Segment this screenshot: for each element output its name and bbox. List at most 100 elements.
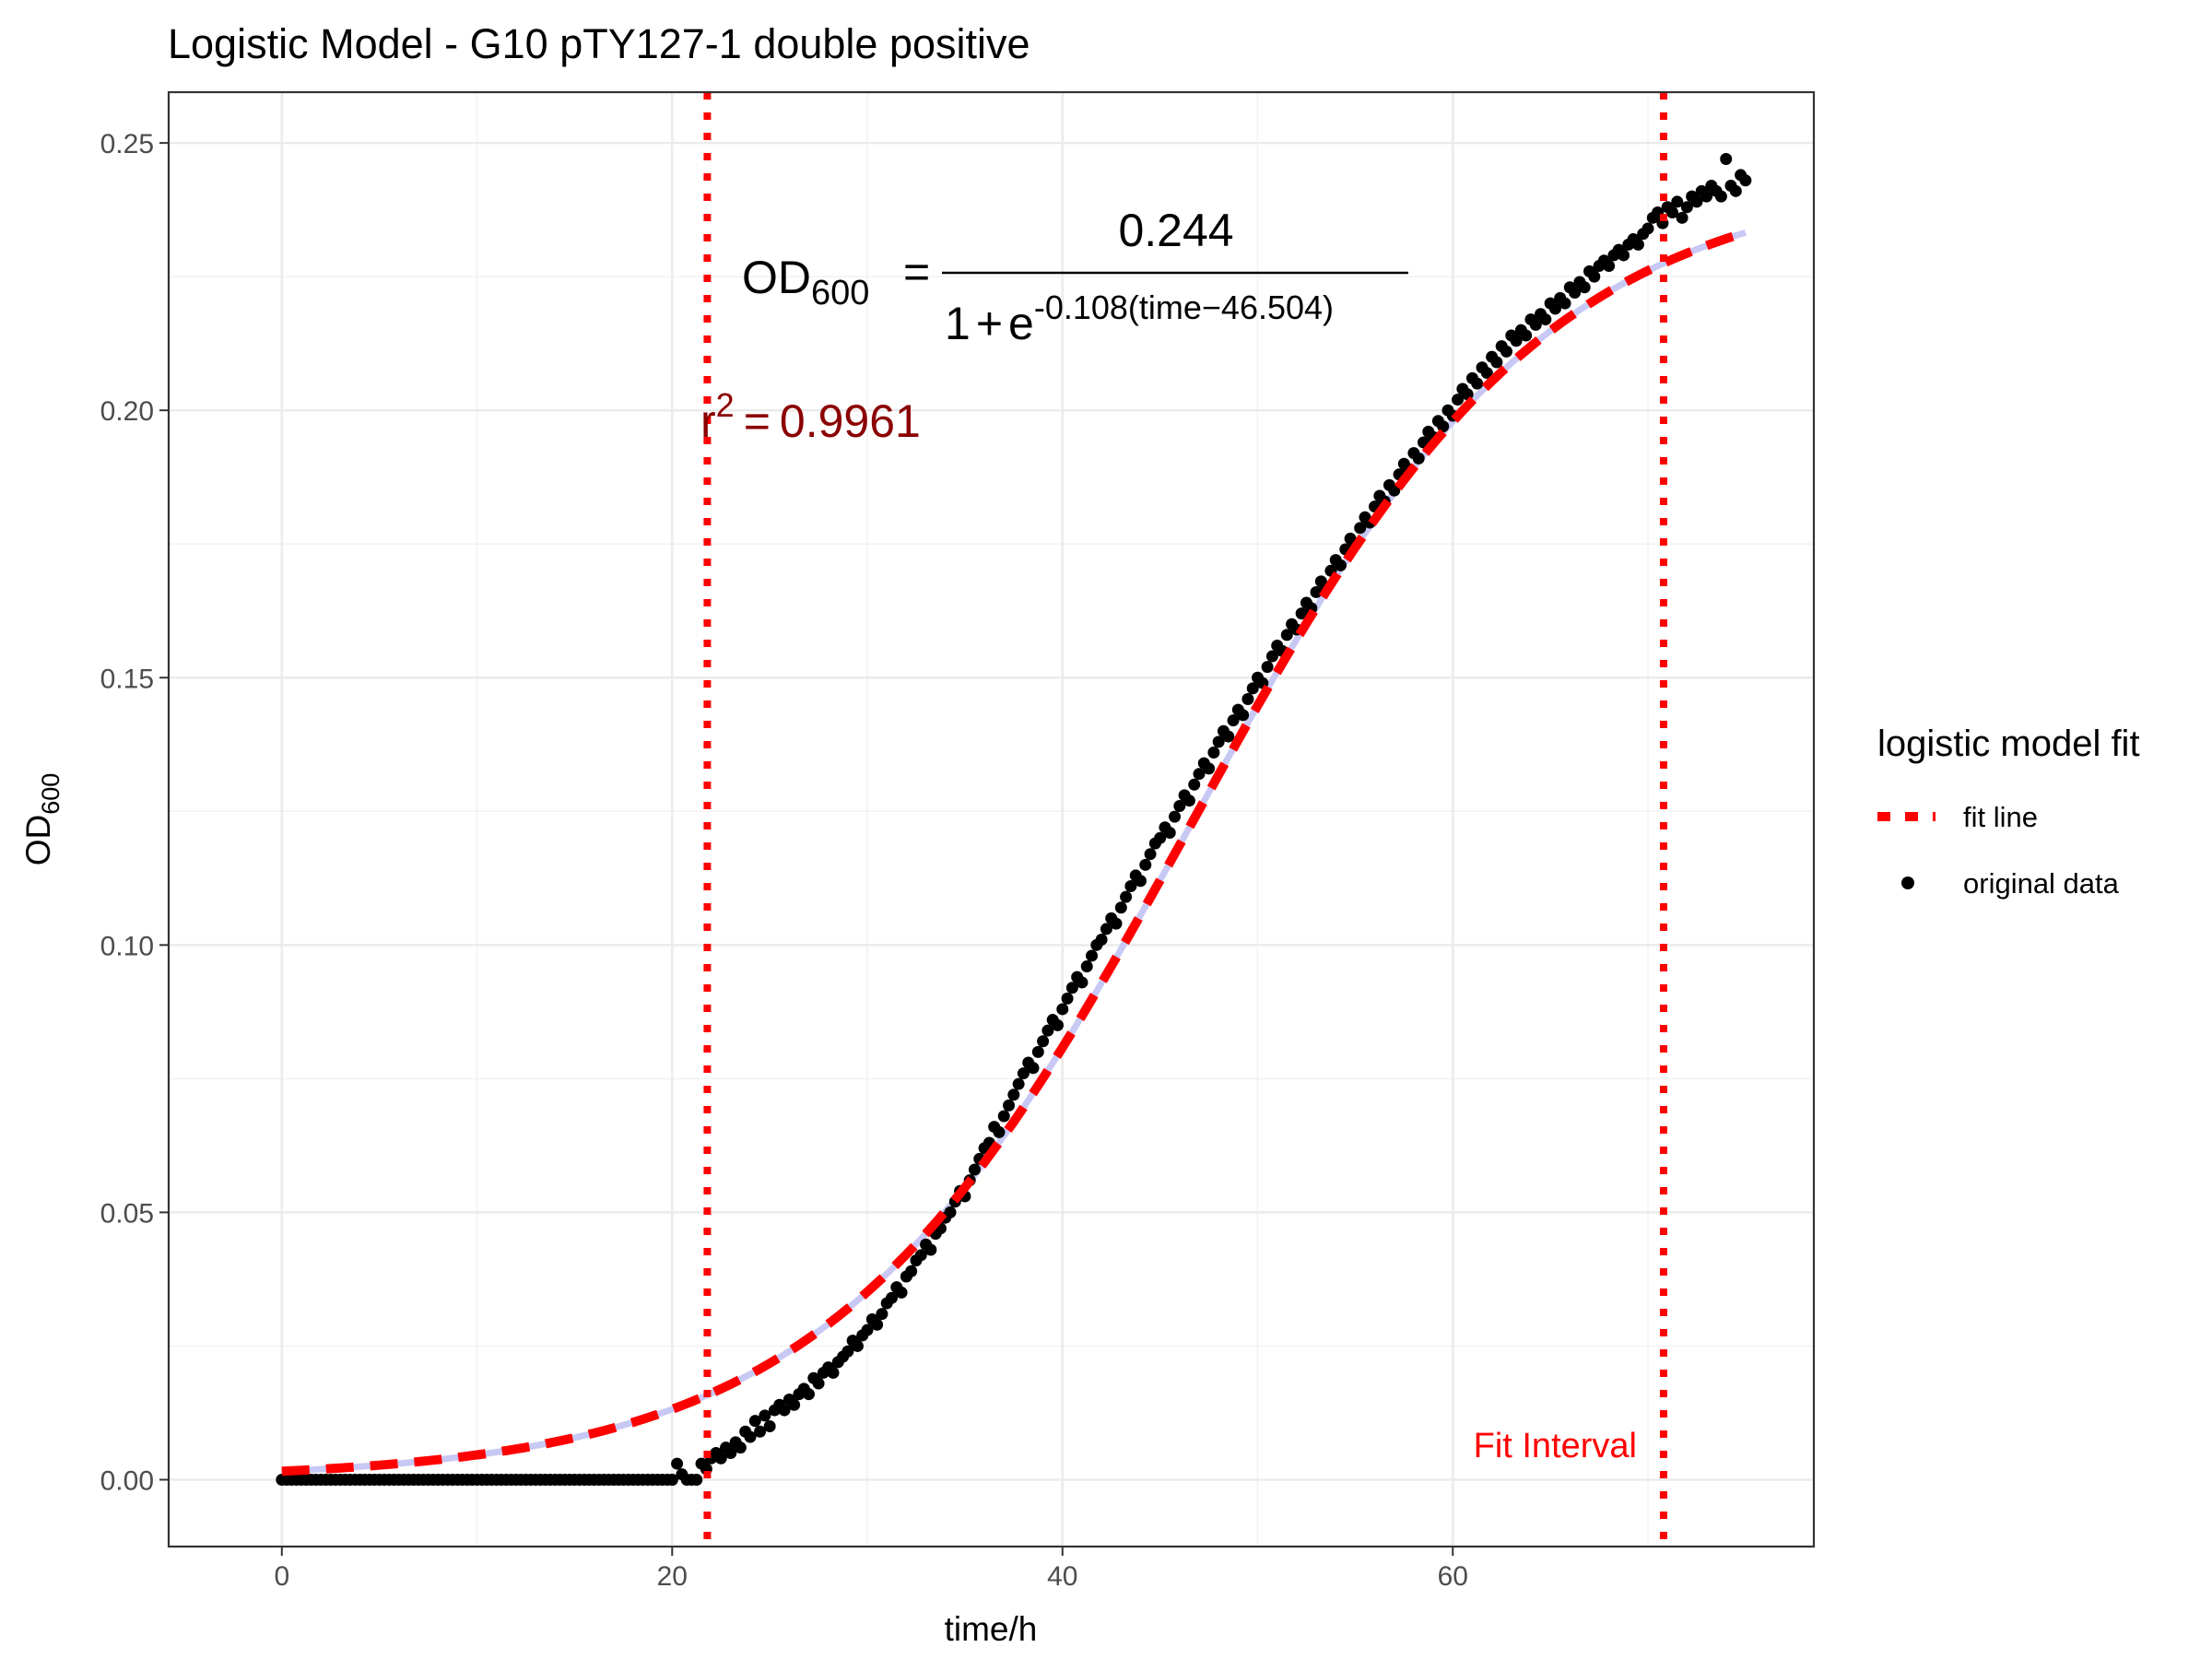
data-point [1169,810,1182,823]
data-point [1086,949,1099,962]
data-point [1031,1045,1044,1058]
data-point [914,1249,927,1262]
grid-minor [169,92,1814,1547]
data-point [744,1430,757,1443]
data-point [1003,1099,1016,1112]
panel-border [167,90,1816,1548]
data-point [1280,629,1293,641]
data-point [1227,714,1240,727]
data-point [1237,709,1250,722]
data-point [1203,762,1216,775]
data-point [1500,345,1513,358]
data-point [1480,367,1493,380]
data-point [1188,778,1201,791]
data-point [1012,1077,1025,1090]
data-point [1641,222,1654,235]
data-point [754,1425,767,1438]
data-point [1548,302,1561,315]
r-squared-label: r2 = 0.9961 [700,386,921,447]
data-point [759,1409,771,1422]
data-point [1680,201,1693,214]
data-point [1182,794,1195,807]
x-axis: 0 20 40 60 [274,1547,1468,1592]
y-tick-label: 0.00 [100,1465,154,1496]
data-point [1578,281,1591,294]
fit-line [281,228,1747,1477]
data-point [1163,827,1176,840]
data-point [871,1318,884,1331]
data-point [1676,211,1688,224]
data-point [1139,858,1152,871]
x-axis-title: time/h [945,1610,1038,1648]
data-point [1603,260,1616,273]
data-point [1095,934,1108,947]
data-point [1471,377,1484,390]
data-point [724,1446,737,1459]
equation-numerator: 0.244 [1118,205,1233,256]
data-point [763,1419,776,1432]
plot-panel [167,90,1816,1548]
data-point [1714,190,1727,203]
data-point [905,1265,918,1277]
data-point [803,1388,816,1401]
legend-original-data-label: original data [1963,867,2120,900]
data-point [851,1339,864,1352]
data-point [1529,318,1542,331]
data-point [1510,335,1523,347]
data-point [1452,394,1465,406]
data-point [1559,297,1571,310]
chart-title: Logistic Model - G10 pTY127-1 double pos… [168,20,1030,67]
data-point [1310,585,1323,598]
data-point [1037,1035,1050,1048]
data-point [714,1452,727,1465]
x-tick-label: 20 [657,1561,688,1592]
data-point [1041,1024,1054,1037]
data-point [827,1366,840,1379]
data-point [1207,746,1220,759]
legend: logistic model fit fit line original dat… [1877,724,2140,900]
data-points [276,153,1752,1486]
data-point [841,1345,854,1358]
data-point [1154,831,1167,844]
data-point [1539,313,1552,326]
data-point [1305,602,1318,615]
data-point [1193,768,1206,781]
data-point [1335,559,1347,571]
fit-interval-label: Fit Interval [1474,1427,1637,1465]
data-point [1569,287,1582,300]
data-point [1212,735,1225,748]
data-point [1134,875,1147,888]
data-point [1388,484,1401,497]
equation-lhs: OD600 [742,252,869,312]
data-point [1690,195,1703,208]
data-point [1265,650,1278,663]
data-point [788,1398,801,1411]
data-point [1665,206,1678,219]
data-point [1222,730,1235,743]
legend-point-key [1901,877,1914,889]
legend-fit-line-label: fit line [1963,801,2038,833]
y-axis-title-base: OD [19,815,57,866]
data-point [1241,692,1254,705]
fit-line-layer [281,228,1747,1477]
y-tick-label: 0.25 [100,129,154,159]
data-point [1173,799,1186,812]
data-point [812,1377,825,1390]
data-point [1061,992,1074,1005]
data-point [1618,249,1630,262]
data-point [671,1457,684,1470]
data-point [1354,522,1367,535]
data-point [1720,153,1733,166]
legend-title: logistic model fit [1877,724,2140,764]
data-point [924,1243,937,1256]
y-axis-title-sub: 600 [37,773,65,815]
data-point [944,1206,957,1218]
equation-equals: = [903,246,930,298]
y-tick-label: 0.10 [100,931,154,961]
data-point [734,1441,747,1454]
data-point [886,1291,899,1304]
data-point [690,1473,703,1486]
data-point [778,1404,791,1417]
data-point [876,1308,888,1321]
